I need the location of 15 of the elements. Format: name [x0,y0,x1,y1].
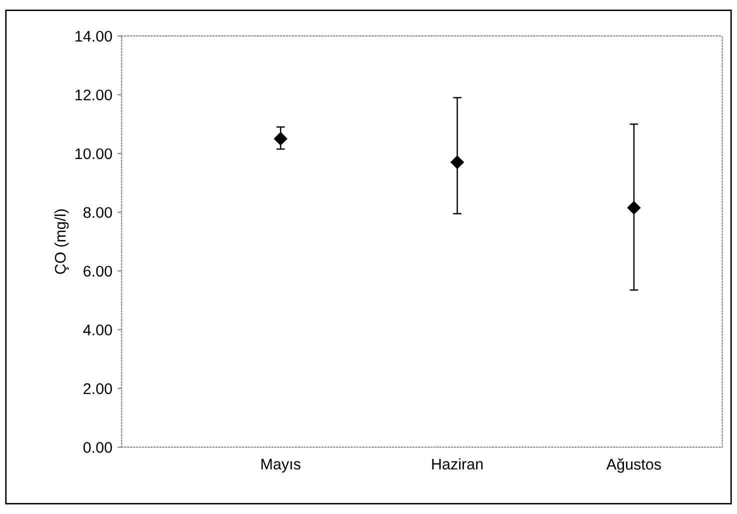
y-tick-label: 12.00 [76,90,112,100]
x-tick-label: Haziran [432,458,483,470]
x-tick-label: Mayıs [261,458,300,473]
y-tick-label: 8.00 [84,207,112,218]
y-tick-label: 10.00 [76,148,112,160]
y-axis-title: ÇO (mg/l) [54,209,69,274]
y-tick-label: 6.00 [84,266,112,277]
y-tick-label: 0.00 [83,442,112,453]
point [627,201,641,214]
point [274,132,288,146]
x-tick-label: Ağustos [606,458,661,473]
y-tick-label: 14.00 [76,30,112,42]
y-tick-label: 2.00 [84,383,112,394]
point [450,156,464,169]
y-tick-label: 4.00 [83,324,112,336]
